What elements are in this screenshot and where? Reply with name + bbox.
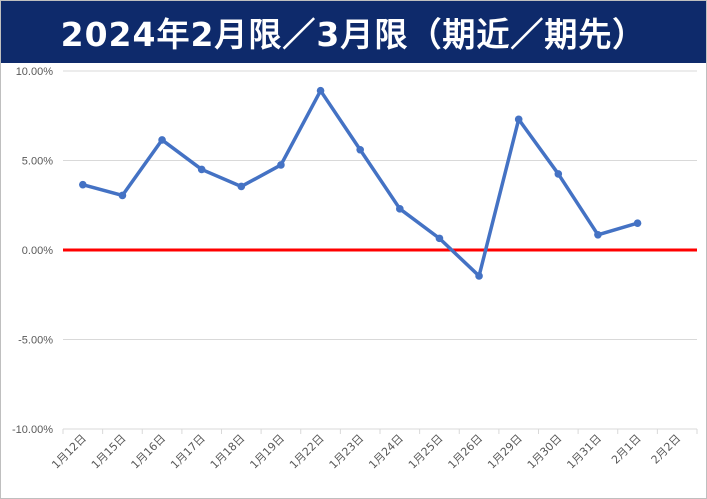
title-banner: 2024年2月限／3月限（期近／期先） [1, 1, 706, 63]
x-tick-label: 1月15日 [89, 432, 129, 472]
data-point [435, 234, 444, 243]
data-point [237, 182, 246, 191]
x-tick-label: 1月19日 [247, 432, 287, 472]
gridlines [62, 70, 698, 434]
x-tick-label: 1月25日 [406, 432, 446, 472]
data-point [277, 161, 285, 169]
x-tick-label: 1月22日 [287, 432, 327, 472]
data-point [316, 86, 325, 95]
series-line [82, 88, 639, 278]
data-point [197, 165, 206, 174]
data-point [633, 219, 642, 227]
y-tick-label: -5.00% [18, 335, 53, 347]
y-tick-label: 0.00% [22, 245, 53, 257]
data-point [594, 230, 602, 239]
y-axis-ticks: -10.00% -5.00% 0.00% 5.00% 10.00% [12, 66, 53, 436]
x-tick-label: 1月23日 [327, 432, 367, 472]
chart-title: 2024年2月限／3月限（期近／期先） [60, 15, 647, 54]
x-tick-label: 1月12日 [49, 432, 89, 472]
x-tick-label: 1月31日 [564, 432, 604, 472]
data-point [475, 272, 483, 280]
x-tick-label: 1月24日 [366, 432, 406, 472]
series-points [79, 86, 642, 280]
x-tick-label: 2月1日 [609, 432, 644, 467]
x-tick-label: 1月26日 [446, 432, 486, 472]
x-tick-label: 1月16日 [129, 432, 169, 472]
x-tick-label: 1月29日 [485, 432, 525, 472]
y-tick-label: 10.00% [16, 66, 54, 78]
data-point [158, 136, 166, 144]
data-point [79, 180, 87, 189]
data-point [118, 191, 127, 200]
data-point [396, 205, 404, 213]
x-tick-label: 1月17日 [168, 432, 208, 472]
x-tick-label: 2月2日 [649, 432, 684, 467]
data-point [514, 115, 523, 124]
y-tick-label: -10.00% [12, 424, 53, 436]
data-point [356, 145, 364, 154]
x-tick-label: 1月30日 [525, 432, 565, 472]
series-line-0 [82, 88, 639, 278]
data-point [554, 170, 563, 178]
x-axis-ticks: 1月12日 1月15日 1月16日 1月17日 1月18日 1月19日 1月22日 1月23日… [49, 432, 683, 472]
y-tick-label: 5.00% [22, 156, 53, 168]
x-tick-label: 1月18日 [208, 432, 248, 472]
